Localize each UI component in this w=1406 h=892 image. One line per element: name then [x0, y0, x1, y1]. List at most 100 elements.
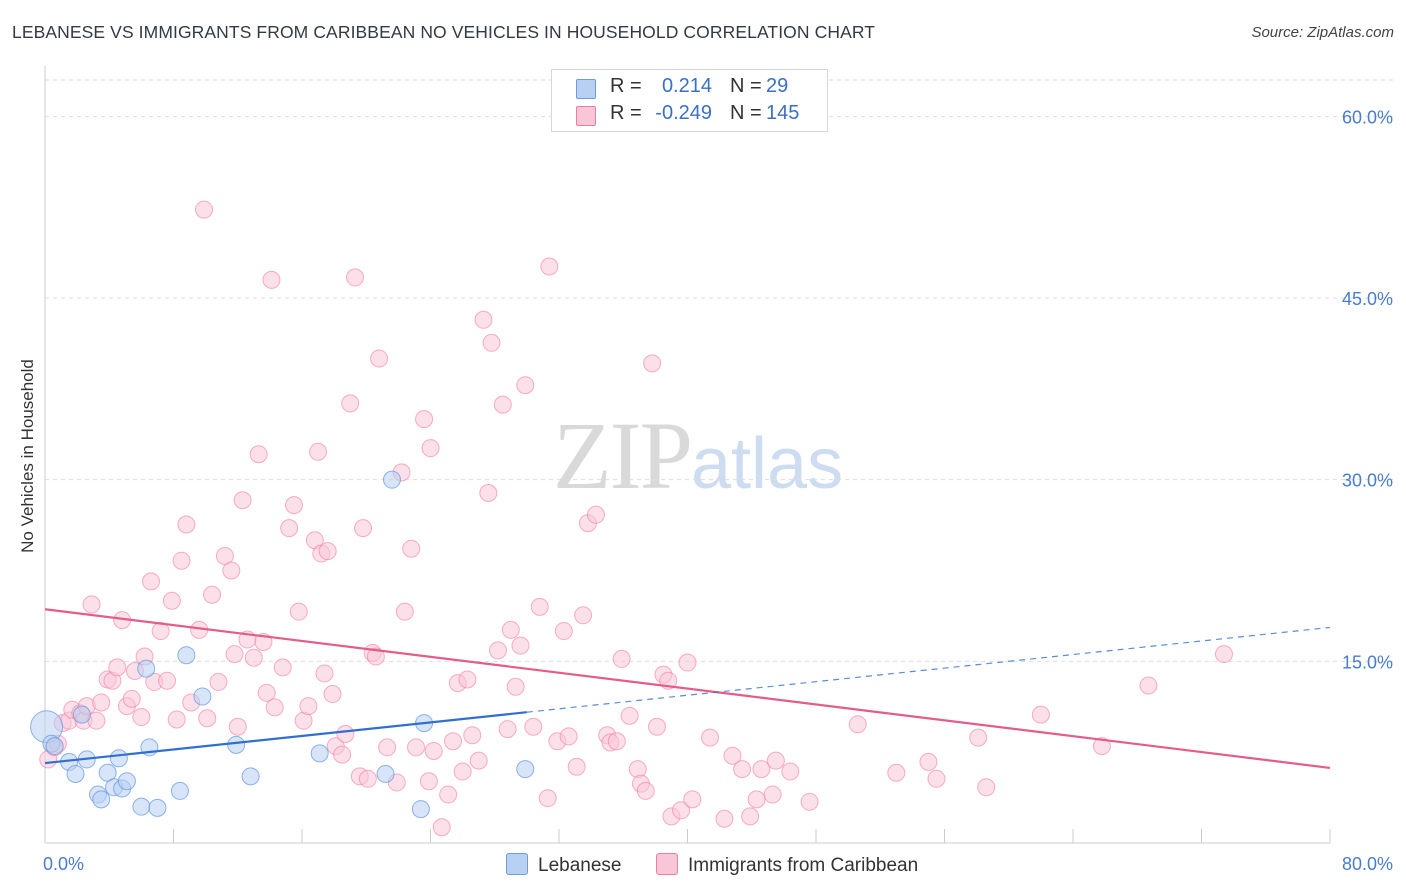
lebanese-point [382, 470, 401, 489]
caribbean-point [469, 751, 488, 770]
caribbean-point [927, 769, 946, 788]
caribbean-point [493, 395, 512, 414]
caribbean-point [108, 658, 127, 677]
legend-item-caribbean: Immigrants from Caribbean [656, 853, 918, 877]
caribbean-point [479, 483, 498, 502]
caribbean-point [366, 647, 385, 666]
caribbean-point [977, 778, 996, 797]
lebanese-point [109, 749, 128, 768]
caribbean-point [225, 645, 244, 664]
caribbean-point [524, 717, 543, 736]
caribbean-point [177, 515, 196, 534]
caribbean-point [280, 519, 299, 538]
lebanese-point [411, 800, 430, 819]
legend-r-value: -0.249 [655, 102, 712, 124]
caribbean-point [683, 790, 702, 809]
caribbean-point [574, 606, 593, 625]
legend-r-label: R = [610, 75, 642, 97]
caribbean-point [354, 519, 373, 538]
caribbean-point [752, 760, 771, 779]
caribbean-point [439, 785, 458, 804]
caribbean-point [919, 752, 938, 771]
lebanese-point [137, 659, 156, 678]
caribbean-point [284, 496, 303, 515]
lebanese-point [66, 764, 85, 783]
watermark-atlas: atlas [691, 424, 844, 504]
correlation-legend: R = 0.214 N = 29 R = -0.249 N = 145 [551, 69, 828, 132]
caribbean-point [257, 683, 276, 702]
caribbean-point [766, 751, 785, 770]
caribbean-point [132, 708, 151, 727]
caribbean-point [309, 442, 328, 461]
lebanese-point [117, 772, 136, 791]
source-credit: Source: ZipAtlas.com [1251, 24, 1394, 41]
legend-r-label: R = [610, 102, 642, 124]
lebanese-point [193, 687, 212, 706]
caribbean-point [538, 789, 557, 808]
y-tick-label: 15.0% [1342, 652, 1393, 672]
caribbean-trend-line [44, 608, 1331, 770]
caribbean-point [567, 757, 586, 776]
caribbean-point [474, 310, 493, 329]
caribbean-swatch-icon [576, 106, 596, 126]
watermark: ZIPatlas [553, 400, 843, 511]
caribbean-point [511, 636, 530, 655]
lebanese-point [227, 735, 246, 754]
lebanese-point [177, 646, 196, 665]
legend-item-lebanese: Lebanese [506, 853, 621, 877]
caribbean-point [733, 760, 752, 779]
lebanese-swatch-icon [506, 853, 528, 875]
caribbean-point [209, 672, 228, 691]
lebanese-trend-line [44, 711, 527, 765]
caribbean-point [887, 763, 906, 782]
lebanese-point [148, 798, 167, 817]
caribbean-point [678, 653, 697, 672]
caribbean-point [228, 717, 247, 736]
caribbean-point [700, 728, 719, 747]
caribbean-point [1214, 645, 1233, 664]
lebanese-point [310, 744, 329, 763]
lebanese-point [92, 790, 111, 809]
caribbean-point [432, 818, 451, 837]
legend-n-label: N = [730, 75, 762, 97]
watermark-zip: ZIP [553, 402, 693, 509]
lebanese-point [241, 767, 260, 786]
caribbean-point [172, 551, 191, 570]
caribbean-point [262, 270, 281, 289]
caribbean-point [672, 801, 691, 820]
caribbean-point [158, 671, 177, 690]
lebanese-trend-extension [526, 626, 1331, 713]
caribbean-point [800, 792, 819, 811]
caribbean-point [443, 732, 462, 751]
caribbean-point [407, 738, 426, 757]
caribbean-point [482, 333, 501, 352]
caribbean-point [969, 728, 988, 747]
caribbean-point [142, 572, 161, 591]
lebanese-point [376, 764, 395, 783]
caribbean-point [540, 257, 559, 276]
legend-label-lebanese: Lebanese [538, 855, 622, 876]
lebanese-point [72, 705, 91, 724]
caribbean-point [222, 561, 241, 580]
caribbean-point [273, 658, 292, 677]
caribbean-point [122, 689, 141, 708]
caribbean-point [506, 677, 525, 696]
caribbean-point [612, 649, 631, 668]
caribbean-point [453, 762, 472, 781]
caribbean-point [458, 670, 477, 689]
legend-n-value: 29 [766, 75, 789, 97]
legend-n-label: N = [730, 102, 762, 124]
caribbean-point [488, 641, 507, 660]
caribbean-swatch-icon [656, 853, 678, 875]
caribbean-point [1092, 737, 1111, 756]
legend-label-caribbean: Immigrants from Caribbean [688, 855, 919, 876]
caribbean-point [554, 622, 573, 641]
caribbean-point [336, 725, 355, 743]
caribbean-point [167, 710, 186, 729]
caribbean-point [92, 693, 111, 712]
caribbean-point [620, 706, 639, 725]
caribbean-point [463, 726, 482, 745]
caribbean-point [723, 746, 742, 765]
caribbean-point [781, 762, 800, 781]
